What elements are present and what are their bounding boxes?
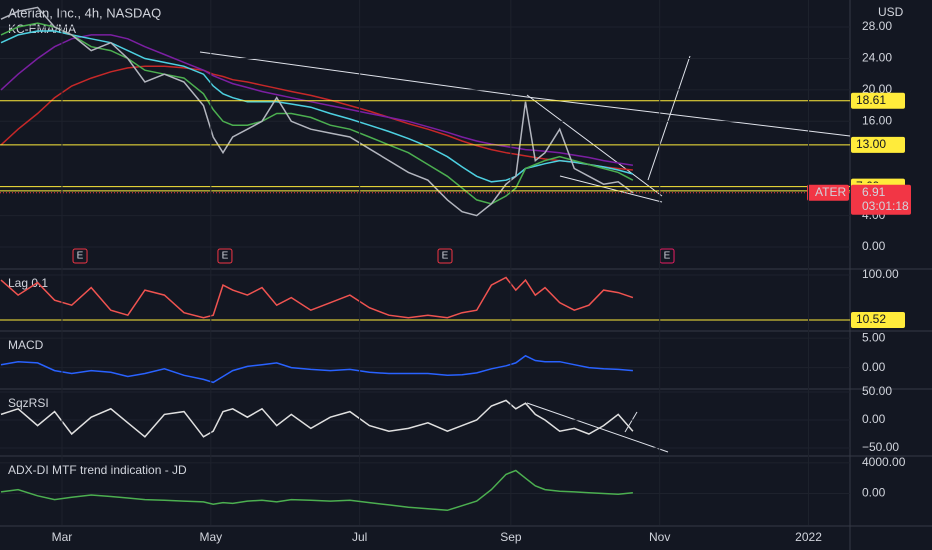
x-tick-label: Nov (649, 530, 670, 544)
series-line (0, 399, 634, 438)
y-tick-label: 0.00 (862, 412, 886, 426)
y-tick-label: 5.00 (862, 330, 886, 344)
countdown: 03:01:18 (862, 199, 909, 213)
price-level-box (851, 311, 905, 328)
series-line (0, 22, 634, 205)
y-tick-label: 0.00 (862, 239, 886, 253)
earnings-label: E (442, 251, 449, 262)
y-tick-label: 100.00 (862, 267, 899, 281)
earnings-label: E (77, 251, 84, 262)
x-tick-label: May (199, 530, 222, 544)
trendline (526, 96, 851, 137)
last-price-label: 6.91 (862, 185, 886, 199)
trendline (526, 402, 669, 453)
y-tick-label: 0.00 (862, 486, 886, 500)
pane-title: MACD (8, 338, 44, 352)
pane-title: SqzRSI (8, 396, 49, 410)
x-tick-label: 2022 (795, 530, 822, 544)
pane-title: ADX-DI MTF trend indication - JD (8, 463, 187, 477)
trendline (526, 94, 663, 197)
price-level-box (851, 92, 905, 109)
series-line (0, 354, 633, 384)
earnings-label: E (222, 251, 229, 262)
earnings-label: E (664, 251, 671, 262)
earnings-marker (437, 248, 453, 264)
symbol-title: Aterian, Inc., 4h, NASDAQ (8, 5, 161, 20)
series-line (0, 6, 634, 217)
earnings-marker (72, 248, 88, 264)
earnings-marker (217, 248, 233, 264)
pane-title: Lag 0.1 (8, 276, 48, 290)
trendline (559, 175, 663, 203)
x-tick-label: Jul (352, 530, 367, 544)
price-level-label: 13.00 (856, 137, 886, 151)
y-tick-label: 4000.00 (862, 455, 906, 469)
y-tick-label: 50.00 (862, 384, 892, 398)
y-tick-label: 16.00 (862, 113, 892, 127)
y-tick-label: −50.00 (862, 440, 899, 454)
symbol-tag-label: ATER (815, 185, 846, 199)
series-line (0, 34, 634, 167)
y-tick-label: 24.00 (862, 51, 892, 65)
symbol-tag (807, 184, 849, 201)
y-tick-label: 0.00 (862, 360, 886, 374)
last-price-box (851, 184, 911, 215)
series-line (0, 30, 634, 183)
price-level-label: 10.52 (856, 312, 886, 326)
price-level-label: 18.61 (856, 93, 886, 107)
price-level-box (851, 136, 905, 153)
trendline (647, 55, 691, 181)
x-tick-label: Sep (500, 530, 522, 544)
currency: USD (878, 5, 904, 19)
series-line (0, 469, 633, 512)
y-tick-label: 20.00 (862, 82, 892, 96)
series-line (0, 276, 634, 319)
trendline (624, 411, 638, 433)
y-tick-label: 28.00 (862, 19, 892, 33)
x-tick-label: Mar (52, 530, 73, 544)
